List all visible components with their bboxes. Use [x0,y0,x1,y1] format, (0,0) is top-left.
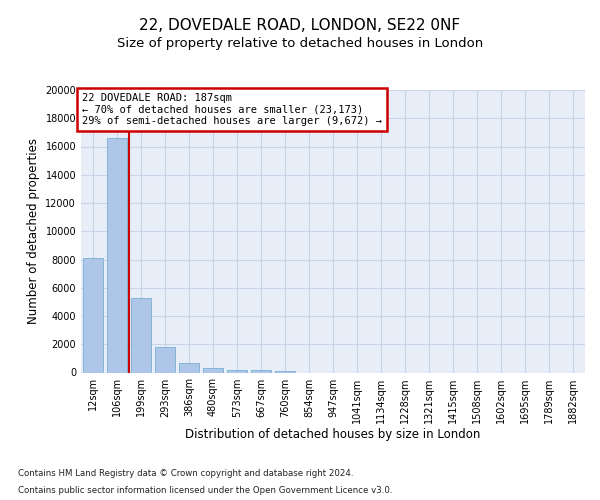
Bar [179,364,199,372]
Text: Contains public sector information licensed under the Open Government Licence v3: Contains public sector information licen… [18,486,392,495]
Bar [251,370,271,372]
Bar [275,370,295,372]
Bar [203,368,223,372]
Text: Size of property relative to detached houses in London: Size of property relative to detached ho… [117,38,483,51]
Bar [227,370,247,372]
Bar [155,347,175,372]
Y-axis label: Number of detached properties: Number of detached properties [27,138,40,324]
Text: 22 DOVEDALE ROAD: 187sqm
← 70% of detached houses are smaller (23,173)
29% of se: 22 DOVEDALE ROAD: 187sqm ← 70% of detach… [82,93,382,126]
Bar [83,258,103,372]
Text: Contains HM Land Registry data © Crown copyright and database right 2024.: Contains HM Land Registry data © Crown c… [18,468,353,477]
Bar [107,138,127,372]
Text: 22, DOVEDALE ROAD, LONDON, SE22 0NF: 22, DOVEDALE ROAD, LONDON, SE22 0NF [139,18,461,32]
Bar [131,298,151,372]
X-axis label: Distribution of detached houses by size in London: Distribution of detached houses by size … [185,428,481,442]
